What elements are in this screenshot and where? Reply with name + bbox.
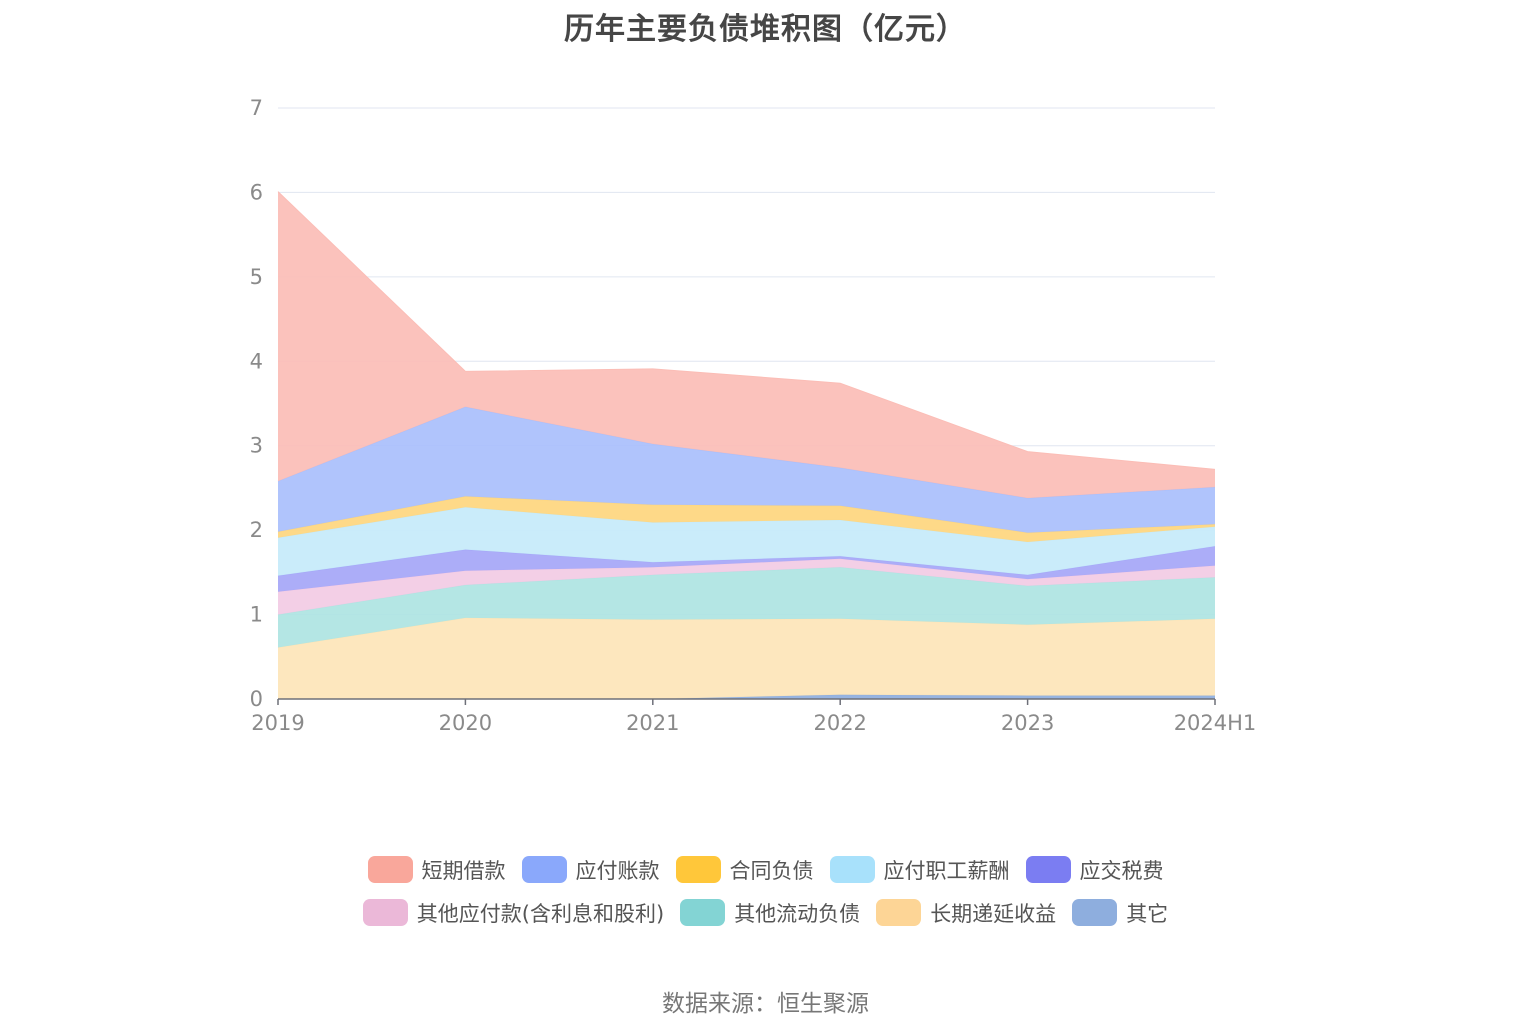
legend-row: 其他应付款(含利息和股利) 其他流动负债 长期递延收益 其它 [0,891,1531,934]
chart-title: 历年主要负债堆积图（亿元） [564,12,967,47]
legend-item[interactable]: 长期递延收益 [876,898,1056,928]
legend-label: 合同负债 [729,858,814,883]
y-tick-label: 4 [250,349,263,373]
x-tick-label: 2020 [439,711,492,735]
legend-item[interactable]: 其他流动负债 [680,898,860,928]
axes: 0 1 2 3 4 5 6 7 2019 2020 2021 2022 2023 2024H1 [250,96,1257,735]
y-tick-label: 3 [250,434,263,458]
area-合同负债 [278,496,1215,542]
legend-label: 应交税费 [1079,858,1164,883]
area-应付账款 [278,406,1215,533]
area-长期递延收益 [278,617,1215,699]
legend-item[interactable]: 其他应付款(含利息和股利) [362,898,665,928]
chart-legend: 短期借款 应付账款 合同负债 应付职工薪酬 应交税费其他应付款(含利息和股利) 其他流动负… [0,848,1531,934]
legend-swatch [876,899,922,926]
legend-item[interactable]: 应交税费 [1025,855,1164,885]
legend-swatch [1025,856,1071,883]
legend-swatch [829,856,875,883]
y-tick-label: 5 [250,265,263,289]
legend-swatch [362,899,408,926]
legend-item[interactable]: 应付职工薪酬 [829,855,1010,885]
x-tick-label: 2022 [813,711,866,735]
legend-row: 短期借款 应付账款 合同负债 应付职工薪酬 应交税费 [0,848,1531,891]
legend-swatch [680,899,726,926]
legend-swatch [675,856,721,883]
legend-item[interactable]: 短期借款 [367,855,506,885]
x-tick-label: 2023 [1001,711,1054,735]
y-tick-label: 2 [250,518,263,542]
x-tick-label: 2021 [626,711,679,735]
legend-label: 其他应付款(含利息和股利) [416,901,665,926]
legend-label: 应付账款 [575,858,660,883]
x-tick-label: 2019 [251,711,304,735]
legend-label: 短期借款 [421,858,506,883]
legend-label: 长期递延收益 [930,901,1057,926]
stacked-areas [277,191,1216,700]
y-tick-label: 6 [250,180,263,204]
source-note: 数据来源：恒生聚源 [662,991,869,1017]
legend-swatch [521,856,567,883]
legend-label: 应付职工薪酬 [883,858,1010,883]
legend-label: 其它 [1126,901,1169,926]
y-tick-label: 7 [250,96,263,120]
chart-plot-area: 0 1 2 3 4 5 6 7 2019 2020 2021 2022 2023 2024H1 [250,96,1257,735]
series-line [277,191,1216,470]
y-tick-label: 1 [250,603,263,627]
legend-item[interactable]: 应付账款 [521,855,660,885]
legend-item[interactable]: 合同负债 [675,855,814,885]
area-短期借款 [278,191,1215,499]
y-tick-label: 0 [250,687,263,711]
area-应交税费 [278,546,1215,592]
area-应付职工薪酬 [278,507,1215,576]
legend-label: 其他流动负债 [734,901,861,926]
legend-swatch [1072,899,1118,926]
area-其他应付款含利息和股利 [278,558,1215,615]
legend-item[interactable]: 其它 [1072,898,1168,928]
area-其他流动负债 [278,567,1215,648]
legend-swatch [367,856,413,883]
x-tick-label: 2024H1 [1174,711,1257,735]
